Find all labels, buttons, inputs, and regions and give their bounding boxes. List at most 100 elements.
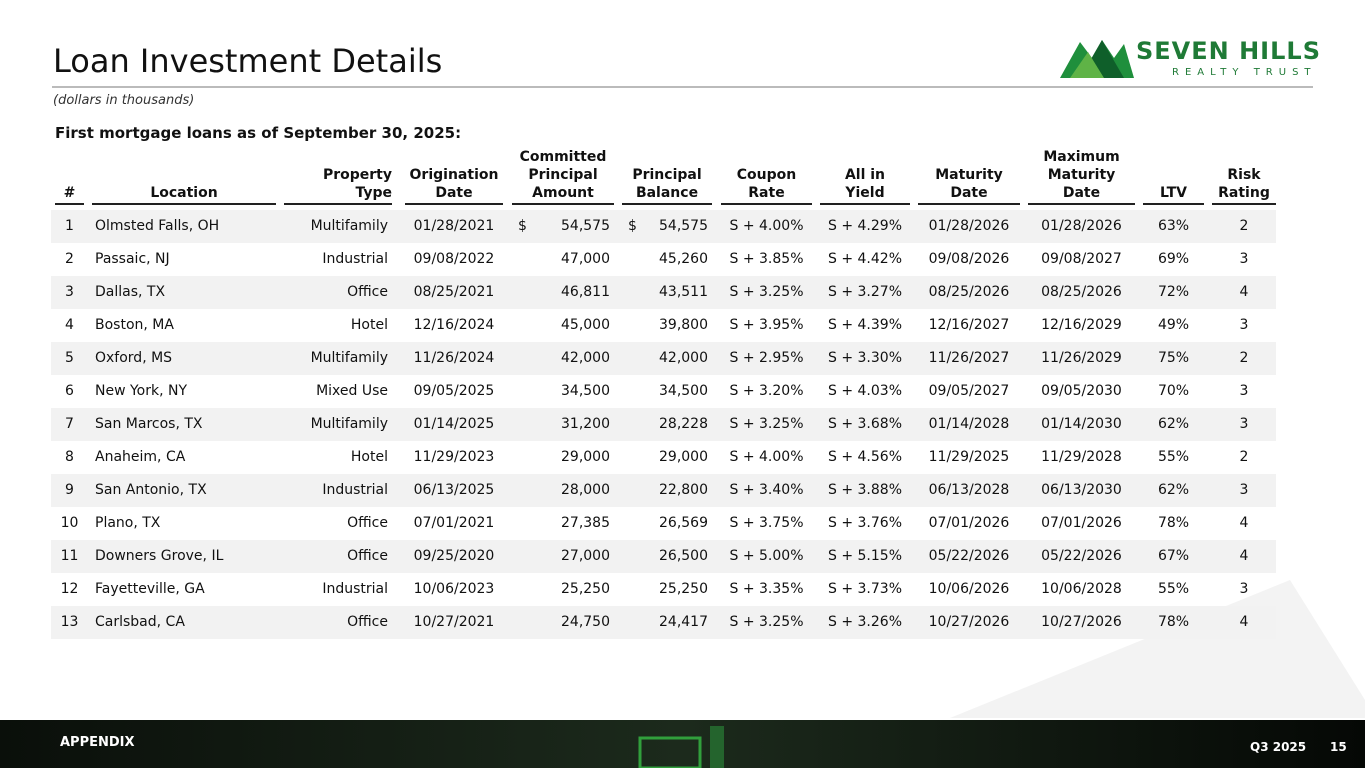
table-cell: 3 — [1239, 383, 1249, 399]
table-cell: Anaheim, CA — [95, 449, 186, 465]
table-cell: Multifamily — [310, 416, 388, 432]
table-cell: Boston, MA — [95, 317, 174, 333]
table-cell: Oxford, MS — [95, 350, 173, 366]
column-header: LTV — [1143, 142, 1204, 202]
row-band — [51, 342, 1276, 375]
table-cell: S + 3.20% — [729, 383, 804, 399]
table-cell: 62% — [1157, 416, 1190, 432]
table-cell: 42,000 — [561, 350, 610, 366]
table-cell: S + 4.03% — [828, 383, 902, 399]
table-cell: 3 — [65, 284, 74, 300]
header-rule — [721, 203, 812, 205]
table-cell: Mixed Use — [316, 383, 388, 399]
header-line: All in — [844, 167, 886, 183]
header-line: Amount — [532, 185, 594, 201]
header-line: Origination — [409, 167, 499, 183]
row-band — [51, 540, 1276, 573]
logo-tagline: REALTY TRUST — [1172, 67, 1317, 78]
table-cell: 06/13/2028 — [928, 482, 1010, 498]
table-cell: 2 — [65, 251, 74, 267]
header-rule — [405, 203, 503, 205]
table-cell: S + 3.95% — [729, 317, 804, 333]
table-cell: 54,575 — [561, 218, 610, 234]
table-cell: 01/28/2026 — [928, 218, 1010, 234]
table-cell: 10/27/2026 — [1041, 614, 1122, 630]
header-line: Committed — [519, 149, 607, 165]
table-cell: 34,500 — [561, 383, 610, 399]
column-header: All in Yield — [820, 142, 910, 202]
table-cell: 6 — [65, 383, 74, 399]
table-cell: 45,260 — [659, 251, 708, 267]
table-cell: 09/08/2022 — [413, 251, 495, 267]
header-line: Principal — [632, 167, 702, 183]
table-cell: S + 4.42% — [828, 251, 902, 267]
header-rule — [1143, 203, 1204, 205]
table-cell: Office — [347, 284, 388, 300]
table-cell: S + 3.25% — [729, 284, 804, 300]
table-cell: 09/25/2020 — [413, 548, 495, 564]
table-cell: S + 3.73% — [828, 581, 902, 597]
table-cell: 08/25/2026 — [1041, 284, 1122, 300]
column-header: Origination Date — [405, 142, 503, 202]
header-line: Maximum — [1043, 149, 1120, 165]
table-cell: 29,000 — [659, 449, 708, 465]
table-cell: Olmsted Falls, OH — [95, 218, 220, 234]
table-cell: 11/26/2029 — [1041, 350, 1122, 366]
table-cell: Dallas, TX — [95, 284, 166, 300]
table-cell: 2 — [1239, 350, 1249, 366]
header-line: Date — [1062, 185, 1101, 201]
table-cell: 10/27/2026 — [928, 614, 1010, 630]
table-cell: 2 — [1239, 218, 1249, 234]
column-header: Committed Principal Amount — [512, 142, 614, 202]
table-cell: 10/06/2026 — [928, 581, 1010, 597]
table-cell: 31,200 — [561, 416, 610, 432]
table-cell: 4 — [1239, 548, 1249, 564]
table-cell: 45,000 — [561, 317, 610, 333]
table-cell: 69% — [1157, 251, 1190, 267]
table-cell: 07/01/2026 — [1041, 515, 1122, 531]
table-cell: 01/28/2026 — [1041, 218, 1122, 234]
table-cell: Industrial — [322, 482, 388, 498]
table-cell: 10/27/2021 — [413, 614, 495, 630]
table-cell: 67% — [1157, 548, 1190, 564]
table-cell: 54,575 — [659, 218, 708, 234]
table-cell: 8 — [65, 449, 74, 465]
table-cell: 2 — [1239, 449, 1249, 465]
table-cell: Plano, TX — [95, 515, 161, 531]
column-header: Property Type — [284, 142, 392, 202]
table-cell: 09/05/2027 — [928, 383, 1010, 399]
subtitle: (dollars in thousands) — [53, 93, 195, 108]
table-cell: Office — [347, 614, 388, 630]
logo-name: SEVEN HILLS — [1136, 37, 1321, 65]
header-line: Rate — [748, 185, 785, 201]
header-line: Rating — [1218, 185, 1270, 201]
table-cell: 4 — [1239, 614, 1249, 630]
currency-symbol: $ — [518, 218, 527, 234]
table-cell: 3 — [1239, 251, 1249, 267]
table-cell: S + 5.00% — [729, 548, 804, 564]
table-cell: Passaic, NJ — [95, 251, 170, 267]
header-line: Principal — [528, 167, 598, 183]
footer-page: 15 — [1330, 740, 1347, 754]
section-title: First mortgage loans as of September 30,… — [55, 124, 462, 142]
table-cell: Hotel — [350, 317, 388, 333]
table-cell: 09/08/2026 — [928, 251, 1010, 267]
column-header: Maturity Date — [918, 142, 1020, 202]
table-cell: 10 — [60, 515, 79, 531]
row-band — [51, 276, 1276, 309]
table-cell: 10/06/2023 — [413, 581, 495, 597]
table-cell: 12/16/2027 — [928, 317, 1010, 333]
table-cell: 12 — [60, 581, 79, 597]
table-cell: S + 3.25% — [729, 416, 804, 432]
table-cell: 29,000 — [561, 449, 610, 465]
table-cell: S + 3.88% — [828, 482, 902, 498]
table-cell: 05/22/2026 — [928, 548, 1010, 564]
table-cell: S + 3.40% — [729, 482, 804, 498]
header-line: LTV — [1160, 185, 1187, 201]
header-line: Date — [950, 185, 988, 201]
table-cell: 26,500 — [659, 548, 708, 564]
header-line: Coupon — [736, 167, 797, 183]
table-cell: S + 3.27% — [828, 284, 902, 300]
table-cell: S + 3.85% — [729, 251, 804, 267]
